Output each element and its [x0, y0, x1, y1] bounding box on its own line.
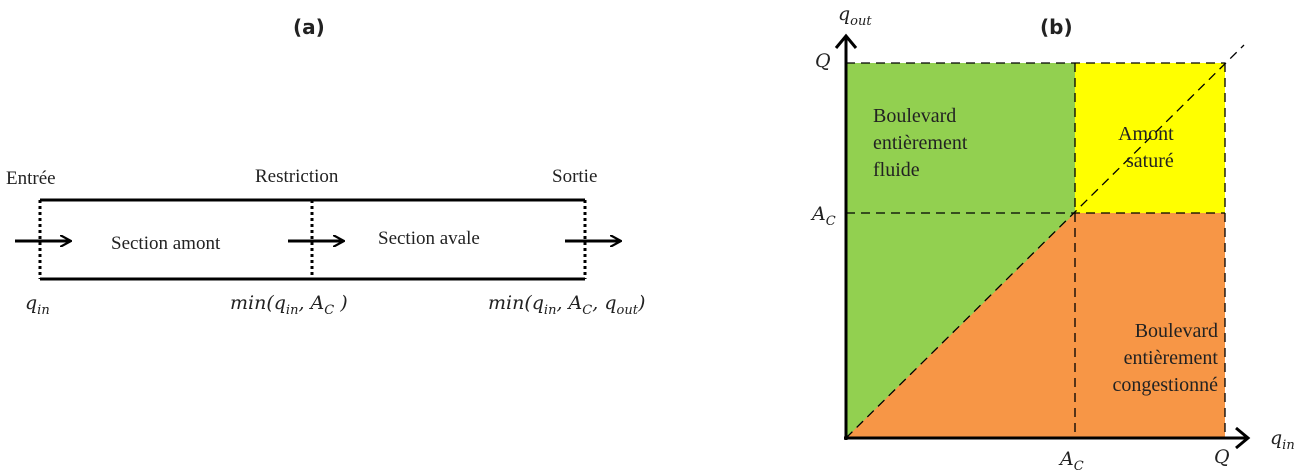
panel-a-title: (a) [293, 15, 325, 39]
outflow-label: min(qin, AC, qout) [488, 292, 646, 318]
x-axis-label: qin [1270, 427, 1295, 453]
y-axis-label: qout [838, 3, 872, 29]
upstream-section-label: Section amont [111, 233, 221, 254]
exit-label: Sortie [552, 166, 598, 187]
region-saturated-label: Amont saturé [1118, 123, 1174, 172]
panel-b-title: (b) [1040, 15, 1073, 39]
region-congested-label: Boulevard entièrement congestionné [1112, 320, 1218, 396]
x-tick-q: Q [1214, 446, 1230, 468]
y-tick-q: Q [815, 50, 831, 72]
downstream-section-label: Section avale [378, 228, 480, 249]
x-axis-arrowhead [1235, 426, 1251, 450]
region-congested [1075, 213, 1225, 438]
inflow-label: qin [25, 292, 50, 318]
restriction-label: Restriction [255, 166, 339, 187]
x-tick-ac: AC [1060, 448, 1084, 474]
y-tick-ac: AC [812, 203, 836, 229]
y-axis-arrowhead [834, 33, 858, 49]
region-fluid-label: Boulevard entièrement fluide [873, 105, 968, 181]
entry-label: Entrée [6, 168, 56, 189]
restriction-flow-label: min(qin, AC ) [230, 292, 348, 318]
diagonal-guide [845, 44, 1245, 439]
